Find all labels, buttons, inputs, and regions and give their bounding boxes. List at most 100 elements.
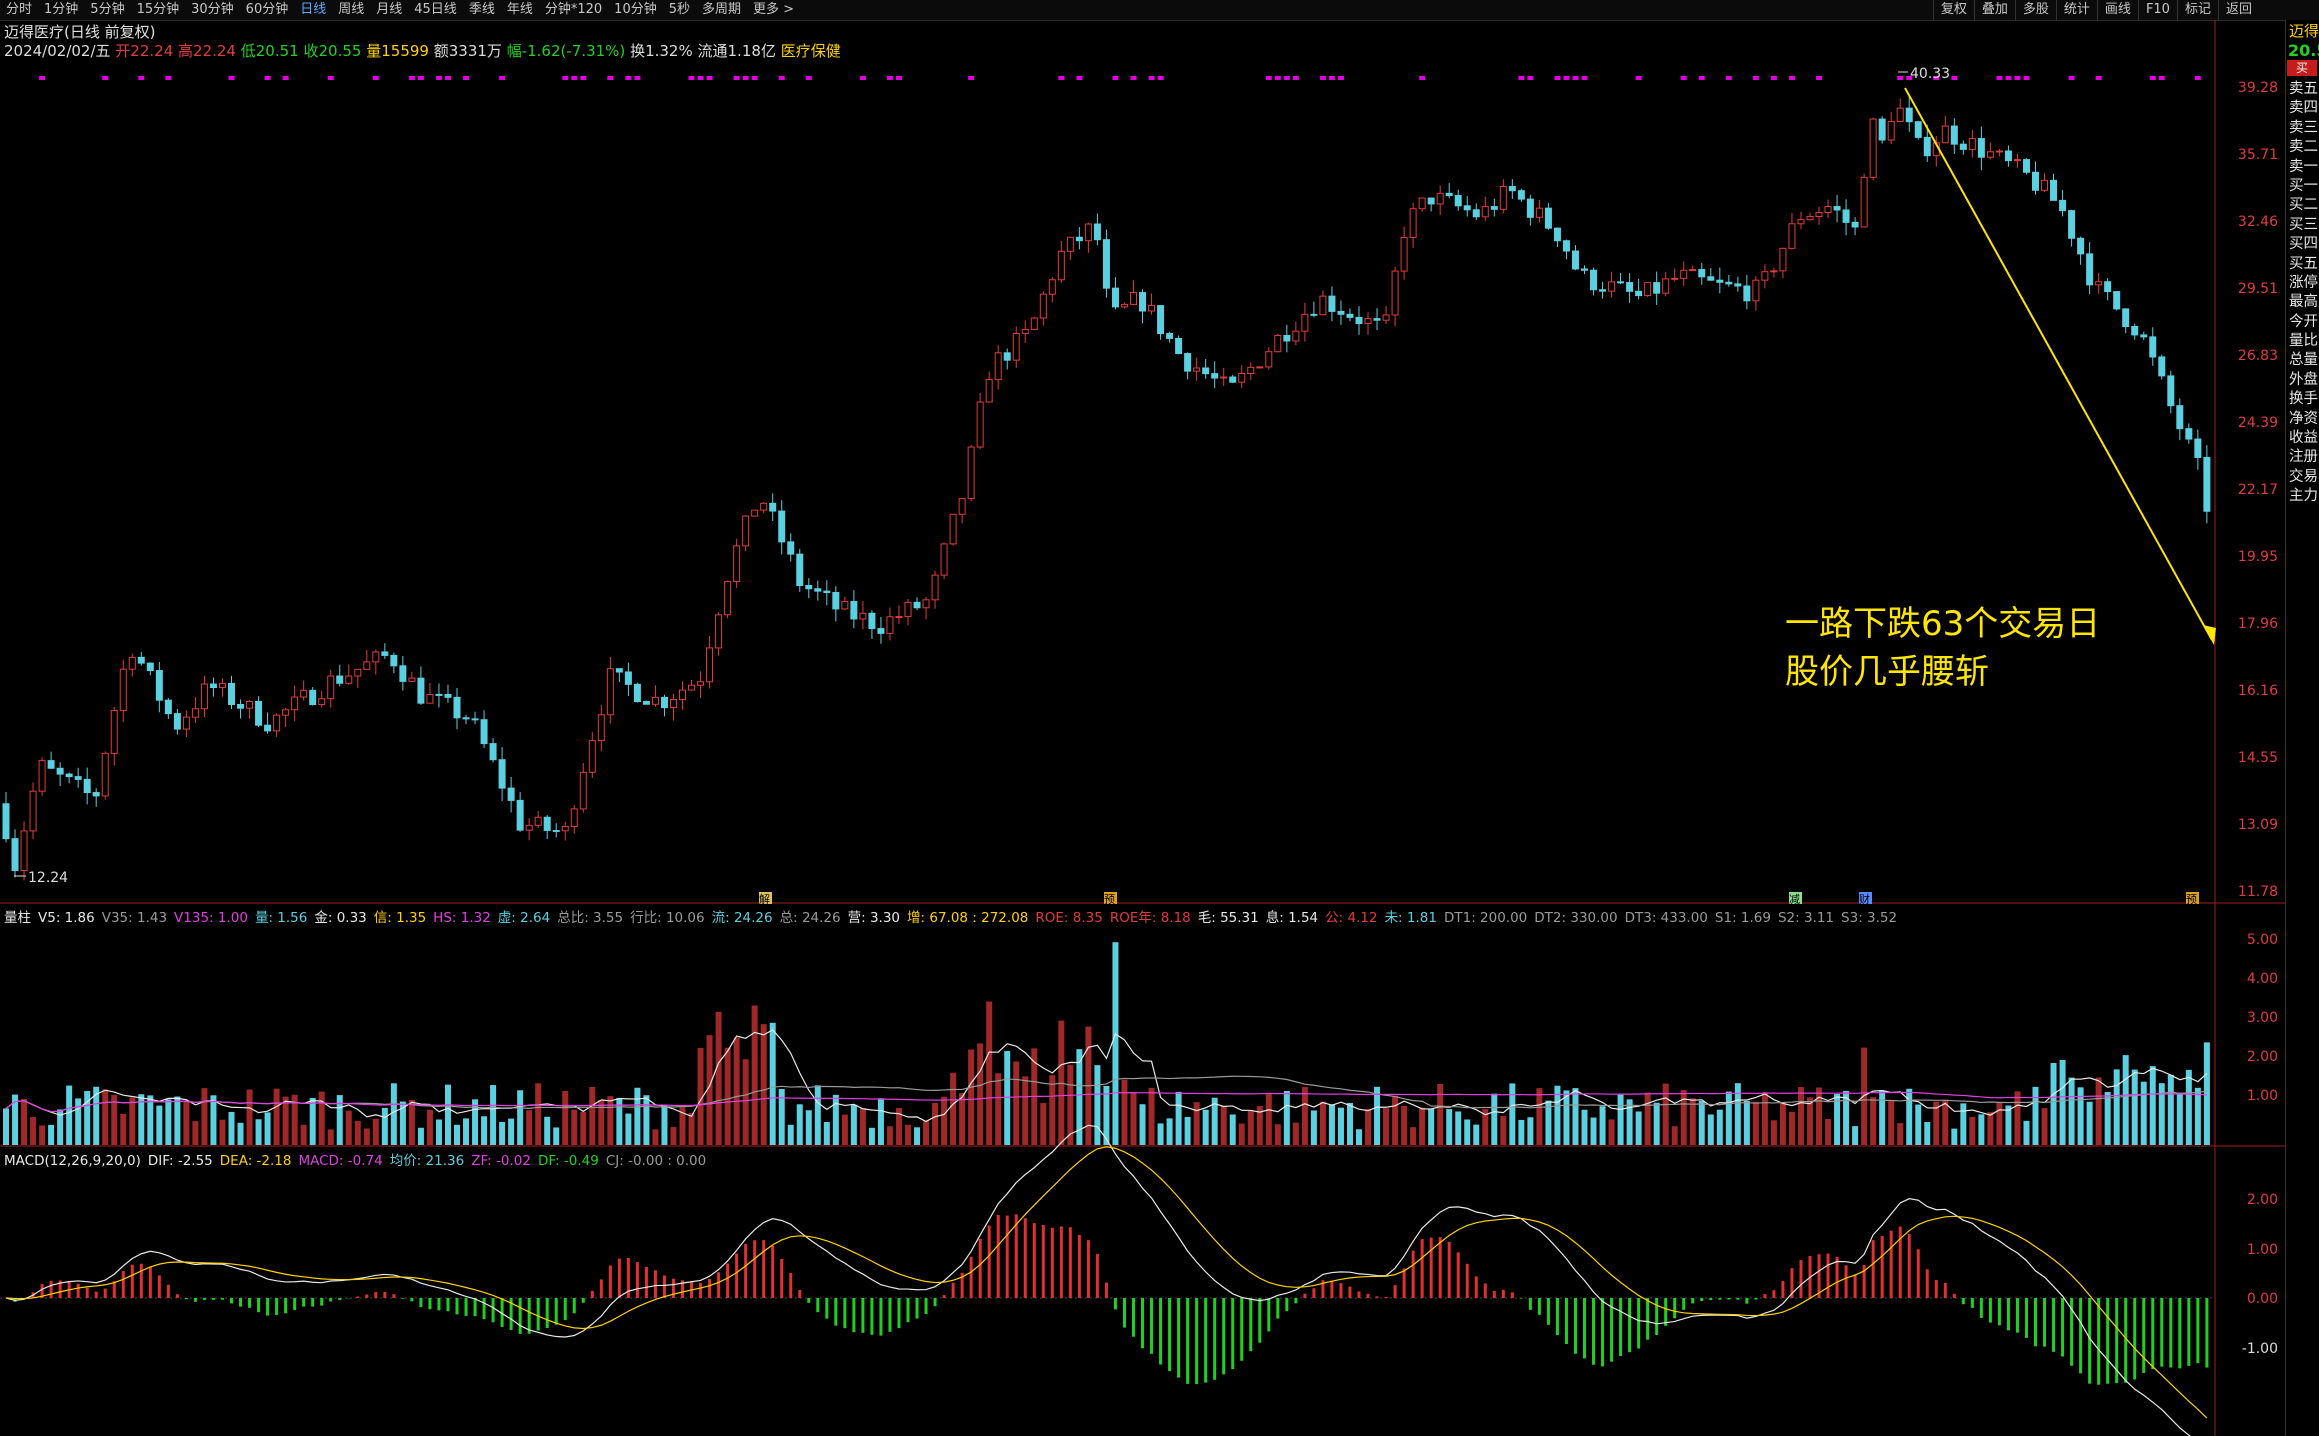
timeframe-tab[interactable]: 分钟*120 xyxy=(544,2,603,17)
event-marker xyxy=(1104,892,1117,904)
signal-marker xyxy=(2158,76,2165,80)
candle-body xyxy=(146,662,154,672)
indicator-value: DIF: -2.55 xyxy=(147,1153,213,1169)
quote-low: 低20.51 xyxy=(240,42,299,60)
signal-marker xyxy=(372,76,379,80)
candle-body xyxy=(1220,376,1228,379)
signal-marker xyxy=(1770,76,1777,80)
signal-marker xyxy=(1112,76,1119,80)
candle-body xyxy=(119,668,127,711)
volume-bar xyxy=(1148,1087,1155,1145)
candle-body xyxy=(994,352,1002,381)
indicator-name[interactable]: 量柱 xyxy=(4,910,31,926)
candle-body xyxy=(1698,269,1706,278)
toolbar-button[interactable]: 复权 xyxy=(1932,0,1974,20)
quote-sector[interactable]: 医疗保健 xyxy=(780,42,841,60)
timeframe-tab[interactable]: 10分钟 xyxy=(614,2,657,17)
toolbar-button[interactable]: 统计 xyxy=(2055,0,2097,20)
volume-bar xyxy=(1238,1123,1245,1145)
volume-bar xyxy=(950,1072,957,1145)
indicator-value: 信: 1.35 xyxy=(373,910,427,926)
axis-tick-label: 24.39 xyxy=(2237,415,2278,431)
indicator-value: 公: 4.12 xyxy=(1325,910,1378,926)
timeframe-tab[interactable]: 15分钟 xyxy=(136,2,180,17)
candle-body xyxy=(155,670,163,701)
volume-bar xyxy=(1139,1104,1146,1145)
timeframe-tab[interactable]: 45日线 xyxy=(414,2,457,17)
timeframe-tab[interactable]: 周线 xyxy=(338,2,365,17)
timeframe-tab[interactable]: 分时 xyxy=(6,2,33,17)
candle-body xyxy=(444,693,452,698)
timeframe-tab[interactable]: 5分钟 xyxy=(90,2,125,17)
candle-body xyxy=(1175,337,1183,355)
candle-body xyxy=(1472,209,1480,218)
timeframe-tab[interactable]: 季线 xyxy=(468,2,495,17)
signal-marker xyxy=(688,76,695,80)
candle-body xyxy=(2050,179,2058,201)
volume-bar xyxy=(778,1088,785,1145)
toolbar-button[interactable]: F10 xyxy=(2137,0,2177,20)
volume-bar xyxy=(1337,1107,1344,1145)
volume-bar xyxy=(850,1104,857,1145)
volume-bar xyxy=(1599,1106,1606,1145)
indicator-value: V35: 1.43 xyxy=(101,910,168,926)
candle-body xyxy=(462,717,470,720)
candle-body xyxy=(1887,120,1895,141)
toolbar-button[interactable]: 画线 xyxy=(2096,0,2138,20)
sidebar-field: 外盘 xyxy=(2289,371,2318,388)
timeframe-tab[interactable]: 5秒 xyxy=(668,2,690,17)
volume-bar xyxy=(129,1097,136,1145)
volume-bar xyxy=(1536,1088,1543,1145)
indicator-value: 流: 24.26 xyxy=(711,910,773,926)
candle-body xyxy=(65,773,73,778)
timeframe-tab[interactable]: 多周期 xyxy=(702,2,742,17)
candle-body xyxy=(913,601,921,609)
toolbar-button[interactable]: 返回 xyxy=(2217,0,2259,20)
candle-body xyxy=(2203,456,2211,512)
timeframe-tab[interactable]: 月线 xyxy=(376,2,403,17)
timeframe-tab[interactable]: 30分钟 xyxy=(191,2,234,17)
signal-marker xyxy=(165,76,172,80)
timeframe-tab[interactable]: 日线 xyxy=(300,2,327,17)
volume-bar xyxy=(435,1119,442,1145)
axis-tick-label: 19.95 xyxy=(2237,549,2278,565)
toolbar-button[interactable]: 多股 xyxy=(2014,0,2056,20)
candle-body xyxy=(724,581,732,616)
timeframe-tab[interactable]: 1分钟 xyxy=(44,2,79,17)
event-marker-label: 预 xyxy=(2186,893,2197,906)
volume-bar xyxy=(724,1047,731,1145)
indicator-value: 未: 1.81 xyxy=(1384,910,1437,926)
candle-body xyxy=(814,588,822,592)
volume-bar xyxy=(219,1119,226,1145)
trend-arrow-head xyxy=(2203,625,2216,645)
volume-bar xyxy=(787,1124,794,1145)
candle-body xyxy=(1905,107,1913,123)
volume-bar xyxy=(986,1001,993,1145)
candle-body xyxy=(597,714,605,742)
toolbar-button[interactable]: 叠加 xyxy=(1973,0,2015,20)
signal-marker xyxy=(751,76,758,80)
indicator-name[interactable]: MACD(12,26,9,20,0) xyxy=(4,1153,141,1169)
toolbar-button[interactable]: 标记 xyxy=(2176,0,2218,20)
candle-body xyxy=(1130,292,1137,305)
timeframe-tab[interactable]: 更多 > xyxy=(753,2,795,17)
signal-marker xyxy=(805,76,812,80)
volume-bar xyxy=(372,1118,379,1145)
sidebar-field: 涨停 xyxy=(2289,274,2318,291)
volume-bar xyxy=(336,1095,343,1145)
volume-bar xyxy=(877,1098,884,1145)
volume-bar xyxy=(2023,1120,2030,1145)
signal-marker xyxy=(742,76,749,80)
volume-bar xyxy=(1653,1102,1660,1145)
candle-body xyxy=(1292,330,1300,342)
timeframe-tab[interactable]: 年线 xyxy=(506,2,533,17)
timeframe-tab[interactable]: 60分钟 xyxy=(245,2,289,17)
candle-body xyxy=(309,689,317,706)
candle-body xyxy=(489,743,497,761)
sidebar-field: 买五 xyxy=(2289,255,2318,272)
signal-marker xyxy=(2149,76,2156,80)
buy-button[interactable]: 买 xyxy=(2287,60,2317,76)
volume-bar xyxy=(30,1117,37,1145)
candle-body xyxy=(1553,227,1561,242)
